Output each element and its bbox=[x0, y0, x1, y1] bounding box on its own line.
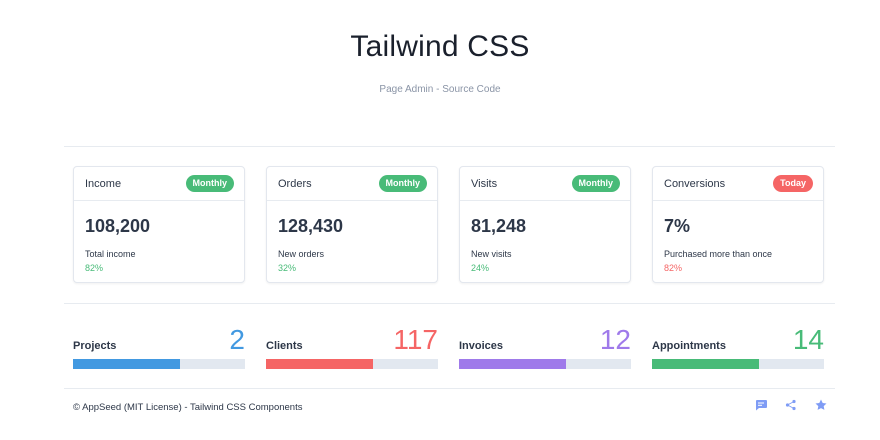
progress-bar bbox=[652, 359, 824, 369]
progress-fill bbox=[73, 359, 180, 369]
card-value: 7% bbox=[664, 216, 691, 236]
page-title: Tailwind CSS bbox=[350, 30, 530, 63]
progress-bar bbox=[73, 359, 245, 369]
card-title: Conversions bbox=[664, 178, 726, 190]
status-badge: Today bbox=[773, 175, 813, 192]
card-description: New visits bbox=[471, 249, 512, 259]
progress-fill bbox=[652, 359, 759, 369]
bottom-divider bbox=[64, 388, 835, 389]
stat-value: 12 bbox=[599, 324, 631, 355]
stat-projects: Projects 2 bbox=[73, 324, 245, 370]
card-value: 108,200 bbox=[85, 216, 151, 236]
progress-bar bbox=[459, 359, 631, 369]
stat-value: 14 bbox=[792, 324, 824, 355]
card-header: Income Monthly bbox=[74, 167, 244, 201]
page-subtitle[interactable]: Page Admin - Source Code bbox=[379, 84, 501, 95]
card-visits: Visits Monthly 81,248 New visits 24% bbox=[459, 166, 631, 283]
status-badge: Monthly bbox=[378, 175, 427, 192]
stat-clients: Clients 117 bbox=[266, 324, 438, 370]
card-income: Income Monthly 108,200 Total income 82% bbox=[73, 166, 245, 283]
top-divider bbox=[64, 146, 835, 147]
stat-value: 2 bbox=[229, 324, 245, 355]
card-header: Conversions Today bbox=[653, 167, 823, 201]
stat-label: Projects bbox=[73, 340, 117, 352]
stat-invoices: Invoices 12 bbox=[459, 324, 631, 370]
chat-icon[interactable] bbox=[754, 398, 768, 412]
footer-text[interactable]: © AppSeed (MIT License) - Tailwind CSS C… bbox=[73, 402, 303, 413]
card-percent: 82% bbox=[85, 263, 104, 273]
stat-appointments: Appointments 14 bbox=[652, 324, 824, 370]
card-percent: 82% bbox=[664, 263, 683, 273]
progress-fill bbox=[266, 359, 373, 369]
status-badge: Monthly bbox=[571, 175, 620, 192]
card-value: 81,248 bbox=[471, 216, 527, 236]
card-value: 128,430 bbox=[278, 216, 344, 236]
stat-label: Appointments bbox=[652, 340, 726, 352]
stat-value: 117 bbox=[393, 324, 438, 355]
card-title: Orders bbox=[278, 178, 312, 190]
star-icon[interactable] bbox=[814, 398, 828, 412]
progress-fill bbox=[459, 359, 566, 369]
card-header: Visits Monthly bbox=[460, 167, 630, 201]
card-title: Income bbox=[85, 178, 122, 190]
card-orders: Orders Monthly 128,430 New orders 32% bbox=[266, 166, 438, 283]
footer-icons bbox=[754, 398, 828, 412]
card-description: Purchased more than once bbox=[664, 249, 773, 259]
card-percent: 32% bbox=[278, 263, 297, 273]
card-percent: 24% bbox=[471, 263, 490, 273]
card-conversions: Conversions Today 7% Purchased more than… bbox=[652, 166, 824, 283]
stat-label: Invoices bbox=[459, 340, 504, 352]
card-title: Visits bbox=[471, 178, 498, 190]
card-description: Total income bbox=[85, 249, 136, 259]
card-header: Orders Monthly bbox=[267, 167, 437, 201]
middle-divider bbox=[64, 303, 835, 304]
card-description: New orders bbox=[278, 249, 325, 259]
share-icon[interactable] bbox=[784, 398, 798, 412]
stat-label: Clients bbox=[266, 340, 303, 352]
status-badge: Monthly bbox=[185, 175, 234, 192]
progress-bar bbox=[266, 359, 438, 369]
